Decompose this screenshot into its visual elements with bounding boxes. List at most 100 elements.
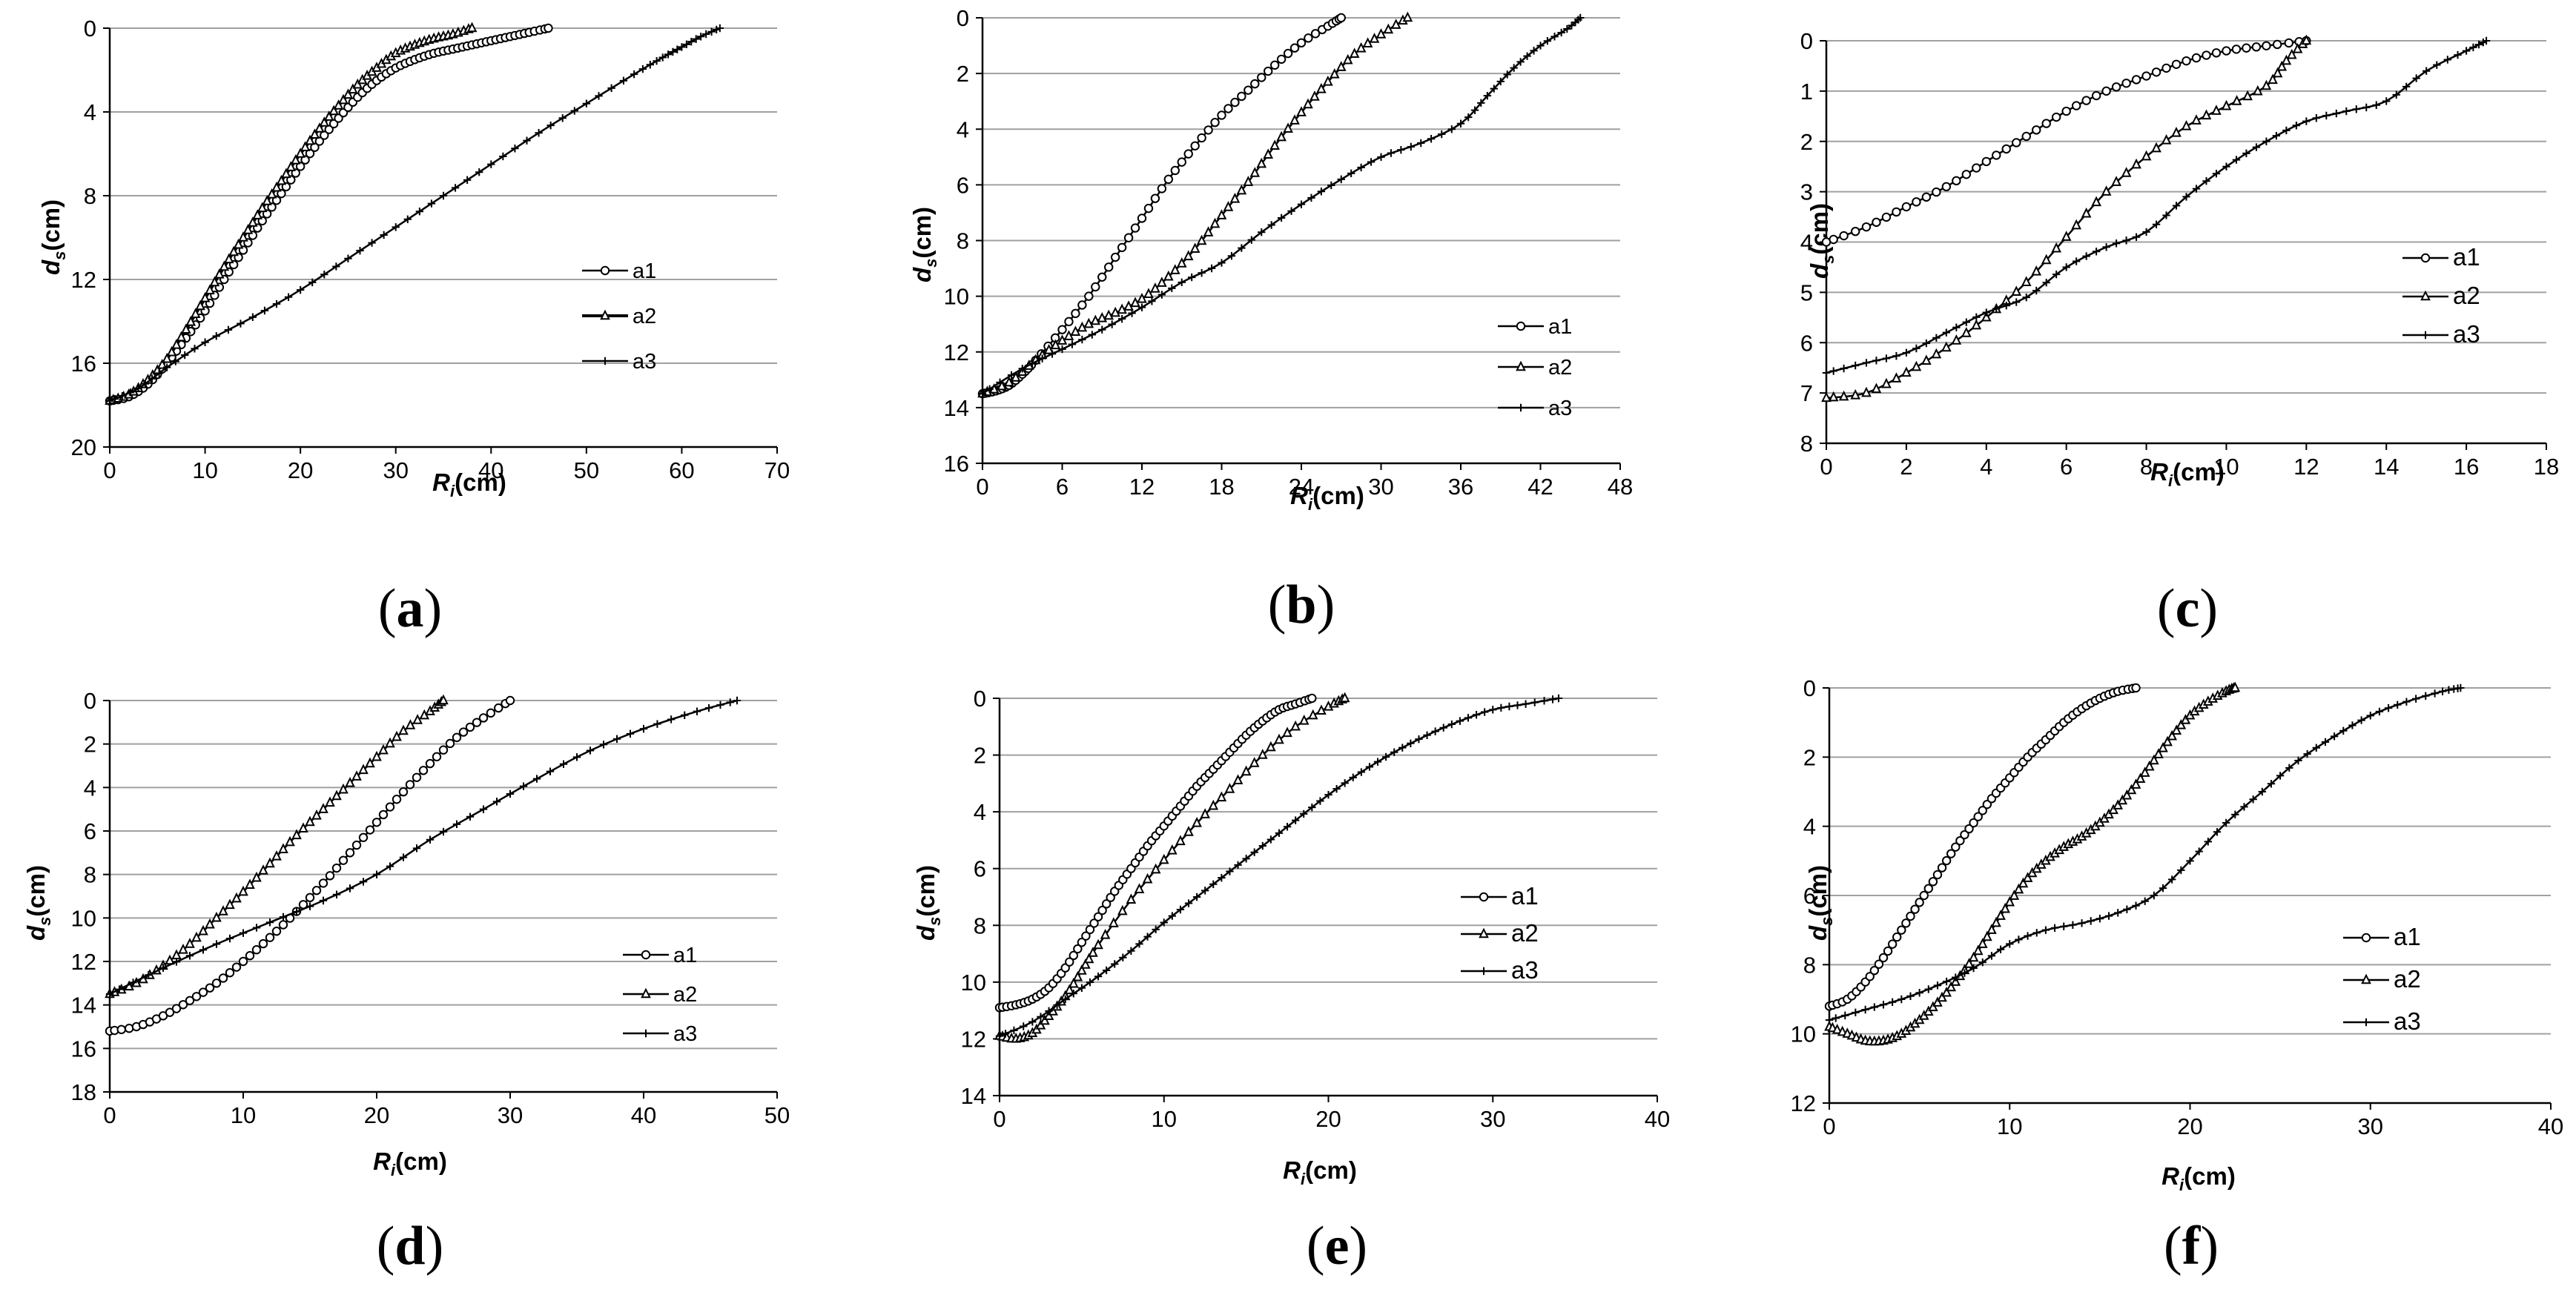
data-point-a1	[1960, 830, 1969, 840]
data-point-a2	[1100, 929, 1111, 939]
data-point-a2	[1402, 11, 1413, 22]
data-point-a3	[2240, 803, 2248, 811]
series-a1	[1824, 683, 2141, 1011]
data-point-a1	[1881, 212, 1892, 222]
data-point-a1	[1057, 325, 1067, 334]
data-point-a3	[320, 271, 328, 279]
data-point-a1	[351, 840, 362, 850]
data-point-a1	[1887, 939, 1898, 949]
data-point-a2	[1310, 90, 1320, 101]
data-point-a3	[306, 902, 314, 910]
data-point-a3	[2302, 117, 2311, 125]
data-point-a1	[205, 983, 215, 993]
data-point-a2	[338, 93, 349, 105]
data-point-a1	[1157, 184, 1167, 193]
data-point-a3	[284, 293, 293, 301]
data-point-a2	[1871, 383, 1882, 394]
data-point-a2	[378, 744, 389, 755]
data-point-a3	[1387, 149, 1396, 157]
data-point-a2	[199, 291, 211, 302]
data-point-a1	[2131, 75, 2141, 85]
data-point-a2	[2117, 794, 2128, 805]
y-tick-label: 2	[974, 743, 986, 769]
data-point-a2	[205, 284, 215, 294]
data-point-a2	[300, 141, 311, 151]
data-point-a3	[155, 369, 163, 377]
data-point-a2	[351, 770, 362, 781]
data-point-a3	[1028, 359, 1037, 368]
data-point-a3	[678, 43, 686, 51]
data-point-a1	[258, 938, 268, 949]
data-point-a3	[479, 805, 488, 813]
data-point-a3	[2362, 103, 2371, 112]
data-point-a2	[1257, 749, 1268, 759]
data-point-a1	[320, 130, 329, 140]
data-point-a1	[405, 780, 415, 789]
legend-label: a2	[633, 305, 656, 328]
data-point-a1	[365, 825, 375, 835]
data-point-a3	[199, 946, 208, 954]
data-point-a2	[281, 168, 291, 179]
x-tick-label: 6	[2060, 454, 2073, 480]
data-point-a2	[1932, 996, 1943, 1007]
data-point-a2	[1150, 863, 1161, 874]
data-point-a2	[1143, 288, 1154, 299]
data-point-a1	[505, 695, 515, 706]
legend-label: a1	[1548, 315, 1572, 339]
data-point-a1	[324, 125, 334, 134]
data-point-a1	[1829, 234, 1838, 245]
data-point-a2	[2139, 766, 2150, 777]
data-point-a2	[1203, 226, 1214, 236]
data-point-a3	[701, 30, 710, 39]
series-a1	[977, 13, 1346, 399]
data-point-a2	[271, 850, 282, 861]
legend-item-a3: a3	[623, 1022, 697, 1046]
x-tick-label: 30	[498, 1102, 523, 1128]
data-point-a3	[696, 33, 705, 41]
data-point-a2	[285, 835, 295, 847]
data-point-a2	[218, 905, 228, 915]
legend-label: a2	[1511, 919, 1539, 947]
y-tick-label: 2	[1800, 129, 1813, 155]
data-point-a3	[356, 246, 364, 255]
data-point-a1	[310, 142, 320, 152]
data-point-a3	[1007, 371, 1016, 380]
data-point-a1	[2222, 46, 2231, 56]
data-point-a1	[1928, 877, 1938, 887]
data-point-a3	[2222, 818, 2230, 827]
data-point-a3	[1523, 52, 1531, 60]
data-point-a2	[228, 245, 239, 256]
data-point-a2	[325, 796, 335, 807]
data-point-a3	[1018, 365, 1026, 373]
data-point-a1	[1878, 953, 1889, 963]
data-point-a2	[2151, 142, 2161, 153]
data-point-a3	[1377, 153, 1385, 162]
data-point-a1	[1981, 156, 1991, 167]
data-point-a3	[372, 870, 381, 878]
data-point-a3	[2303, 749, 2311, 758]
data-point-a1	[1130, 223, 1140, 233]
data-point-a3	[2015, 936, 2023, 944]
data-point-a2	[1901, 366, 1912, 377]
data-point-a2	[219, 260, 230, 271]
data-point-a2	[1256, 157, 1267, 168]
data-point-a3	[1053, 1001, 1061, 1009]
data-point-a2	[2135, 772, 2146, 784]
data-point-a1	[1069, 950, 1078, 961]
y-tick-label: 8	[84, 183, 96, 209]
data-point-a3	[2032, 286, 2041, 295]
data-point-a2	[1249, 167, 1261, 177]
data-point-a3	[1477, 99, 1485, 107]
x-tick-label: 30	[1480, 1106, 1505, 1132]
data-point-a3	[2012, 298, 2021, 306]
data-point-a3	[1218, 259, 1226, 267]
data-point-a3	[595, 92, 603, 100]
data-point-a2	[262, 195, 272, 205]
data-point-a3	[1357, 768, 1366, 776]
data-point-a1	[1874, 959, 1884, 969]
chart-panel-a: 0 10 20 30 40 50 60 70 0 4 8 12 16 20 Ri(cm) ds(cm) a1 a2…	[37, 16, 790, 639]
data-point-a1	[1901, 202, 1912, 212]
data-point-a3	[134, 384, 142, 393]
data-point-a1	[1932, 187, 1941, 197]
data-point-a2	[1266, 741, 1276, 752]
